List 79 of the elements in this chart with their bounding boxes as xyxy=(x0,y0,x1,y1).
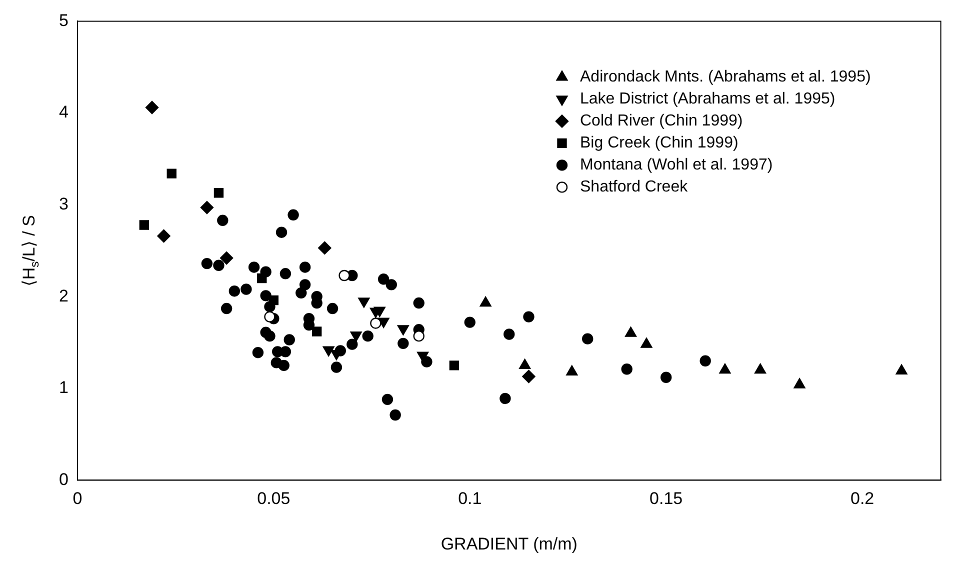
point xyxy=(213,260,224,271)
point xyxy=(386,279,397,290)
y-axis-title: ⟨Hs/L⟩ / S xyxy=(20,215,42,286)
y-tick-label: 4 xyxy=(58,102,68,122)
point xyxy=(166,168,176,178)
point xyxy=(621,364,632,375)
point xyxy=(284,334,295,346)
point xyxy=(398,338,409,350)
point xyxy=(700,355,711,366)
point xyxy=(382,394,394,406)
point xyxy=(220,302,232,314)
point xyxy=(200,200,214,214)
point xyxy=(264,311,276,322)
point xyxy=(523,311,534,322)
point xyxy=(276,226,288,238)
y-tick-label: 5 xyxy=(58,10,68,30)
point xyxy=(378,274,390,285)
point xyxy=(318,241,332,255)
point xyxy=(390,409,401,421)
point xyxy=(449,360,460,370)
point xyxy=(260,290,272,302)
point xyxy=(299,279,311,290)
point xyxy=(280,268,292,280)
point xyxy=(421,356,432,368)
legend-label: Adirondack Mnts. (Abrahams et al. 1995) xyxy=(580,68,871,86)
x-axis-title: GRADIENT (m/m) xyxy=(440,534,578,554)
point xyxy=(228,285,240,297)
x-tick-label: 0.05 xyxy=(257,489,290,508)
point xyxy=(264,330,276,342)
point xyxy=(522,370,536,384)
y-tick-label: 2 xyxy=(58,286,68,306)
point xyxy=(660,372,672,383)
point xyxy=(330,362,342,373)
legend-label: Big Creek (Chin 1999) xyxy=(580,134,738,152)
legend-label: Shatford Creek xyxy=(580,178,689,196)
point xyxy=(299,262,311,273)
x-tick-label: 0.2 xyxy=(850,489,874,508)
point xyxy=(413,297,424,309)
point xyxy=(350,332,362,342)
point xyxy=(464,316,476,328)
point xyxy=(397,325,409,336)
point xyxy=(346,338,358,350)
legend-label: Cold River (Chin 1999) xyxy=(580,112,743,130)
point xyxy=(201,258,213,270)
point xyxy=(362,330,374,342)
point xyxy=(214,188,224,198)
point xyxy=(145,100,159,114)
point xyxy=(338,270,350,282)
point xyxy=(504,328,515,340)
point xyxy=(334,345,346,356)
point xyxy=(322,346,334,356)
point xyxy=(374,306,386,317)
point xyxy=(248,262,260,273)
point xyxy=(220,251,234,265)
point xyxy=(157,229,170,243)
x-tick-label: 0.15 xyxy=(650,489,683,508)
point xyxy=(413,330,424,342)
point xyxy=(139,220,150,230)
point xyxy=(264,301,276,312)
point xyxy=(240,284,252,295)
point xyxy=(500,392,511,404)
point xyxy=(296,287,307,299)
point xyxy=(278,360,290,372)
point xyxy=(288,209,299,220)
point xyxy=(217,214,228,226)
x-tick-label: 0.1 xyxy=(458,489,482,508)
y-tick-label: 1 xyxy=(58,378,68,398)
legend-label: Lake District (Abrahams et al. 1995) xyxy=(580,90,836,108)
point xyxy=(358,298,370,308)
point xyxy=(326,302,338,314)
y-tick-label: 0 xyxy=(58,470,68,489)
point xyxy=(312,326,322,336)
point xyxy=(582,333,594,344)
y-tick-label: 3 xyxy=(58,194,68,214)
point xyxy=(260,266,272,278)
point xyxy=(370,318,382,329)
point xyxy=(252,347,264,358)
x-tick-label: 0 xyxy=(72,489,82,508)
legend-label: Montana (Wohl et al. 1997) xyxy=(580,156,773,174)
